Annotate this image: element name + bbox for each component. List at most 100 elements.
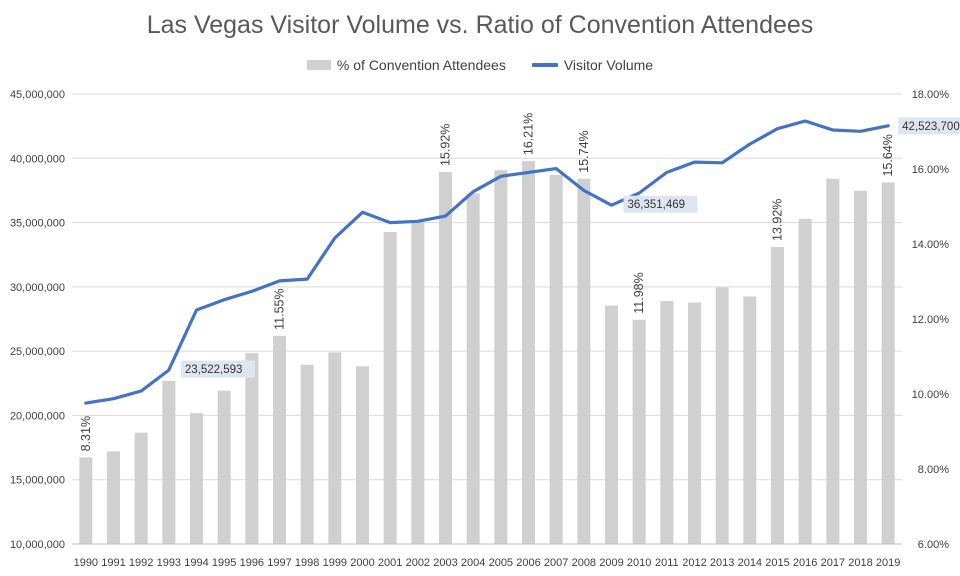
bar xyxy=(743,296,757,544)
bar xyxy=(79,457,93,544)
bar xyxy=(439,172,452,544)
legend-item-visitors: Visitor Volume xyxy=(531,57,654,73)
bar xyxy=(273,335,286,544)
x-tick-label: 1991 xyxy=(101,557,125,569)
x-tick-label: 2017 xyxy=(821,557,845,569)
y-right-tick-label: 14.00% xyxy=(912,239,950,251)
x-tick-label: 2018 xyxy=(848,557,872,569)
x-tick-label: 1995 xyxy=(212,557,236,569)
bar xyxy=(494,170,508,544)
bar xyxy=(217,390,231,544)
x-tick-label: 2001 xyxy=(378,557,402,569)
bar xyxy=(660,301,674,544)
y-right-tick-label: 8.00% xyxy=(918,464,949,476)
callout-box xyxy=(180,360,255,378)
bar xyxy=(328,352,342,544)
y-right-tick-label: 10.00% xyxy=(912,389,950,401)
bar xyxy=(632,319,646,544)
legend-bar-swatch xyxy=(306,60,331,70)
bar xyxy=(715,287,729,544)
y-right-tick-label: 6.00% xyxy=(918,539,949,551)
bar-data-label: 11.55% xyxy=(273,288,287,329)
x-tick-label: 2014 xyxy=(738,557,762,569)
bar-data-label: 15.92% xyxy=(439,124,453,166)
bar xyxy=(854,190,867,544)
x-tick-label: 2013 xyxy=(710,557,734,569)
legend-label-visitors: Visitor Volume xyxy=(563,57,654,73)
x-tick-label: 2002 xyxy=(406,557,430,569)
bar xyxy=(549,175,563,544)
bar xyxy=(688,302,701,544)
bar xyxy=(162,380,176,544)
bar xyxy=(356,366,369,544)
y-left-tick-label: 25,000,000 xyxy=(10,346,65,358)
x-tick-label: 2007 xyxy=(544,557,568,569)
legend-line-swatch xyxy=(531,63,558,67)
callout-label: 36,351,469 xyxy=(628,199,686,211)
chart-title: Las Vegas Visitor Volume vs. Ratio of Co… xyxy=(146,11,814,39)
x-tick-label: 2000 xyxy=(350,557,374,569)
legend-label-convention: % of Convention Attendees xyxy=(336,57,506,73)
x-tick-label: 2019 xyxy=(876,557,900,569)
x-tick-label: 1993 xyxy=(157,557,181,569)
bar xyxy=(245,353,259,544)
bar xyxy=(466,193,480,544)
legend-item-convention: % of Convention Attendees xyxy=(306,57,506,73)
y-left-tick-label: 10,000,000 xyxy=(10,539,65,551)
bar xyxy=(300,364,314,544)
bar-data-label: 8.31% xyxy=(79,416,93,451)
bar-data-label: 15.64% xyxy=(881,134,895,176)
y-right-tick-label: 16.00% xyxy=(912,164,950,176)
x-tick-label: 1994 xyxy=(184,557,208,569)
y-right-tick-label: 18.00% xyxy=(912,89,950,101)
x-tick-label: 1998 xyxy=(295,557,319,569)
x-tick-label: 2010 xyxy=(627,557,651,569)
x-tick-label: 2008 xyxy=(572,557,596,569)
bar xyxy=(605,305,618,544)
x-tick-label: 1990 xyxy=(74,557,98,569)
callout-label: 23,522,593 xyxy=(185,364,243,376)
bar xyxy=(577,178,591,544)
x-tick-label: 1997 xyxy=(267,557,291,569)
bar-data-label: 11.98% xyxy=(632,272,646,313)
visitor-volume-line xyxy=(84,119,890,405)
bar xyxy=(522,161,535,544)
callout-box xyxy=(623,195,698,213)
x-tick-label: 2005 xyxy=(489,557,513,569)
bar xyxy=(107,451,120,544)
x-tick-label: 2009 xyxy=(599,557,623,569)
x-tick-label: 2003 xyxy=(433,557,457,569)
bar-data-label: 15.74% xyxy=(577,130,591,172)
y-left-tick-label: 45,000,000 xyxy=(10,89,65,101)
x-tick-label: 2012 xyxy=(682,557,706,569)
bar xyxy=(771,247,784,544)
x-tick-label: 2006 xyxy=(516,557,540,569)
y-right-tick-label: 12.00% xyxy=(912,314,950,326)
y-left-tick-label: 40,000,000 xyxy=(10,153,65,165)
bar xyxy=(881,182,895,544)
bar-data-label: 16.21% xyxy=(522,113,536,155)
y-left-tick-label: 15,000,000 xyxy=(10,475,65,487)
bar xyxy=(826,178,840,544)
y-left-tick-label: 30,000,000 xyxy=(10,282,65,294)
x-tick-label: 2004 xyxy=(461,557,485,569)
y-left-tick-label: 20,000,000 xyxy=(10,410,65,422)
legend: % of Convention Attendees Visitor Volume xyxy=(0,57,960,73)
x-tick-label: 1992 xyxy=(129,557,153,569)
y-left-tick-label: 35,000,000 xyxy=(10,218,65,230)
x-tick-label: 2015 xyxy=(765,557,789,569)
callout-box xyxy=(898,117,960,135)
bar xyxy=(134,432,148,544)
bar xyxy=(190,413,203,544)
x-tick-label: 2016 xyxy=(793,557,817,569)
x-tick-label: 2011 xyxy=(655,557,679,569)
bar-data-label: 13.92% xyxy=(771,199,785,241)
bar xyxy=(411,222,425,544)
callout-label: 42,523,700 xyxy=(902,121,960,133)
x-tick-label: 1996 xyxy=(240,557,264,569)
x-tick-label: 1999 xyxy=(323,557,347,569)
bar xyxy=(798,218,812,544)
bar xyxy=(383,232,397,544)
